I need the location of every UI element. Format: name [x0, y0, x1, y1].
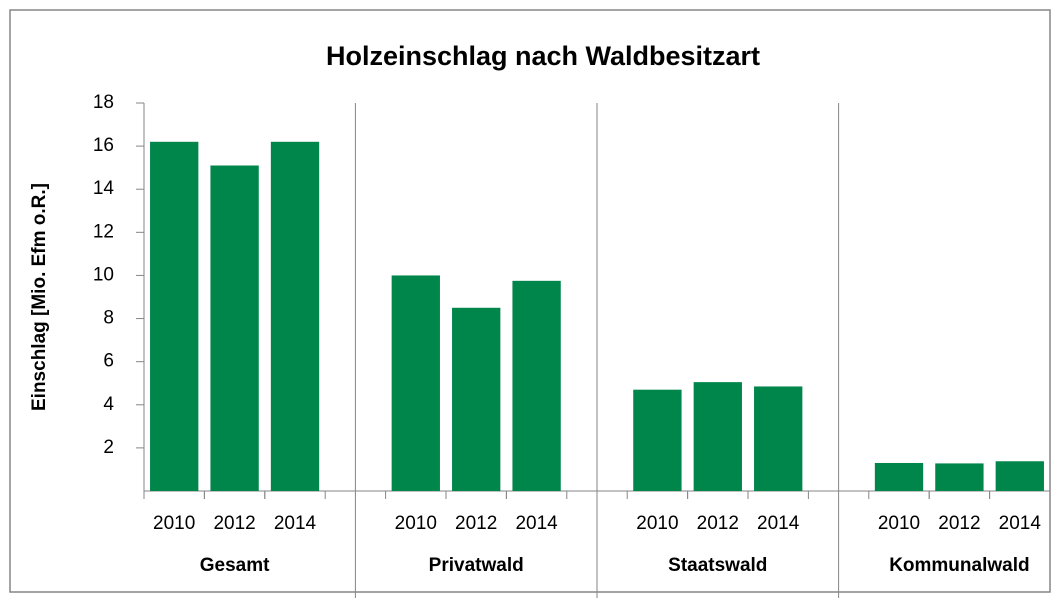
y-tick-label: 2 — [103, 437, 114, 458]
group-label: Gesamt — [200, 555, 270, 576]
x-tick-label: 2012 — [213, 513, 255, 534]
y-tick-label: 6 — [103, 351, 114, 372]
x-tick-label: 2014 — [274, 513, 317, 534]
group-label: Staatswald — [668, 555, 767, 576]
bar — [693, 382, 742, 491]
bar — [452, 307, 501, 491]
bar — [633, 389, 682, 491]
bar — [270, 141, 320, 492]
y-tick-label: 16 — [93, 135, 114, 156]
y-tick-label: 14 — [93, 178, 115, 199]
chart-title: Holzeinschlag nach Waldbesitzart — [326, 41, 760, 71]
x-tick-label: 2012 — [697, 513, 739, 534]
x-tick-label: 2010 — [878, 513, 920, 534]
y-tick-label: 12 — [93, 221, 114, 242]
group-label: Privatwald — [429, 555, 524, 576]
x-tick-label: 2014 — [515, 513, 558, 534]
x-tick-label: 2012 — [455, 513, 497, 534]
bar — [995, 461, 1044, 491]
bar — [210, 165, 259, 491]
y-axis-label: Einschlag [Mio. Efm o.R.] — [29, 183, 50, 411]
y-tick-label: 18 — [93, 92, 114, 113]
bar — [391, 275, 440, 491]
x-tick-label: 2010 — [153, 513, 195, 534]
x-tick-label: 2012 — [938, 513, 980, 534]
x-tick-label: 2010 — [395, 513, 437, 534]
bar — [754, 386, 803, 491]
bar — [512, 280, 561, 491]
y-tick-label: 8 — [103, 308, 114, 329]
x-tick-label: 2010 — [636, 513, 678, 534]
y-tick-label: 4 — [103, 394, 114, 415]
bar — [150, 141, 199, 492]
y-tick-label: 10 — [93, 264, 114, 285]
x-tick-label: 2014 — [757, 513, 800, 534]
group-label: Kommunalwald — [889, 555, 1029, 576]
bar — [935, 463, 984, 491]
x-tick-label: 2014 — [999, 513, 1042, 534]
bar — [874, 462, 924, 491]
